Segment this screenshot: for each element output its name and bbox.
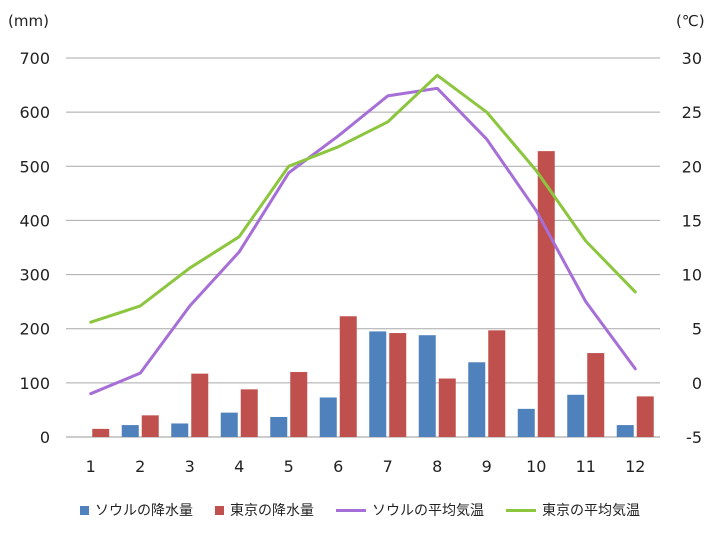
- x-tick-label: 7: [383, 457, 393, 476]
- bar-seoul-precip: [319, 397, 337, 437]
- x-tick-label: 3: [185, 457, 195, 476]
- legend-item-tokyo-temp: 東京の平均気温: [506, 500, 640, 520]
- right-tick-label: 25: [682, 103, 702, 122]
- right-tick-label: 0: [692, 374, 702, 393]
- bar-seoul-precip: [171, 423, 189, 437]
- bar-seoul-precip: [468, 362, 486, 437]
- right-tick-label: 30: [682, 49, 702, 68]
- legend-swatch-tokyo-temp: [506, 508, 536, 512]
- x-tick-label: 4: [234, 457, 244, 476]
- bar-seoul-precip: [567, 394, 585, 437]
- bar-tokyo-precip: [438, 378, 456, 437]
- bar-tokyo-precip: [488, 330, 506, 437]
- legend: ソウルの降水量 東京の降水量 ソウルの平均気温 東京の平均気温: [0, 498, 720, 522]
- bar-tokyo-precip: [290, 372, 308, 437]
- bar-tokyo-precip: [636, 396, 654, 437]
- left-tick-label: 400: [19, 211, 50, 230]
- left-tick-label: 100: [19, 374, 50, 393]
- x-tick-label: 11: [576, 457, 596, 476]
- bar-seoul-precip: [517, 408, 535, 437]
- left-tick-label: 200: [19, 320, 50, 339]
- x-tick-label: 2: [135, 457, 145, 476]
- line-seoul-temp: [89, 86, 637, 396]
- x-tick-label: 12: [625, 457, 645, 476]
- legend-swatch-seoul-precip: [80, 505, 89, 515]
- bar-tokyo-precip: [191, 373, 209, 437]
- legend-item-seoul-temp: ソウルの平均気温: [336, 500, 484, 520]
- left-tick-label: 300: [19, 266, 50, 285]
- legend-item-tokyo-precip: 東京の降水量: [215, 500, 314, 520]
- temperature-lines: [89, 73, 637, 396]
- bar-tokyo-precip: [587, 353, 605, 437]
- bar-seoul-precip: [418, 335, 436, 437]
- bar-seoul-precip: [369, 331, 387, 437]
- bar-tokyo-precip: [240, 389, 258, 437]
- legend-swatch-tokyo-precip: [215, 505, 224, 515]
- legend-label-seoul-precip: ソウルの降水量: [95, 503, 193, 519]
- bar-tokyo-precip: [141, 415, 159, 437]
- right-tick-label: 20: [682, 157, 702, 176]
- bar-tokyo-precip: [92, 428, 110, 437]
- line-tokyo-temp: [89, 73, 637, 324]
- gridlines: [66, 57, 660, 438]
- legend-item-seoul-precip: ソウルの降水量: [80, 500, 193, 520]
- left-tick-label: 500: [19, 157, 50, 176]
- x-tick-label: 8: [432, 457, 442, 476]
- bar-tokyo-precip: [339, 316, 357, 437]
- x-tick-label: 6: [333, 457, 343, 476]
- x-tick-label: 1: [86, 457, 96, 476]
- bar-seoul-precip: [121, 425, 139, 437]
- legend-label-tokyo-precip: 東京の降水量: [230, 503, 314, 519]
- bar-seoul-precip: [220, 412, 238, 437]
- left-tick-label: 600: [19, 103, 50, 122]
- right-tick-label: 5: [692, 320, 702, 339]
- right-axis-unit: (℃): [676, 12, 705, 30]
- x-tick-label: 9: [482, 457, 492, 476]
- left-tick-label: 0: [40, 428, 50, 447]
- right-tick-label: -5: [686, 428, 702, 447]
- x-tick-label: 10: [526, 457, 546, 476]
- bar-tokyo-precip: [389, 333, 407, 437]
- legend-swatch-seoul-temp: [336, 508, 366, 512]
- x-tick-label: 5: [284, 457, 294, 476]
- legend-label-tokyo-temp: 東京の平均気温: [542, 503, 640, 519]
- bar-seoul-precip: [616, 425, 634, 437]
- bars: [92, 151, 654, 437]
- right-tick-label: 15: [682, 211, 702, 230]
- right-tick-label: 10: [682, 266, 702, 285]
- bar-seoul-precip: [270, 416, 288, 437]
- left-axis-unit: (mm): [8, 12, 49, 30]
- legend-label-seoul-temp: ソウルの平均気温: [372, 503, 484, 519]
- left-tick-label: 700: [19, 49, 50, 68]
